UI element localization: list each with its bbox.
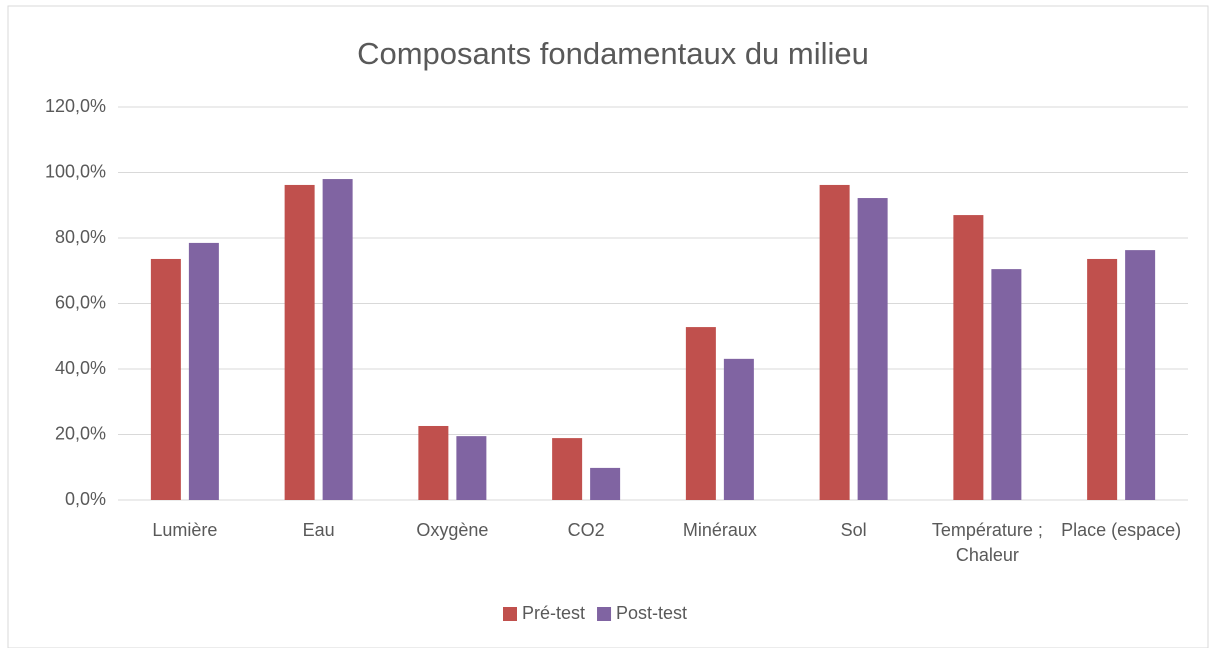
bar — [1087, 258, 1118, 500]
y-tick-label: 120,0% — [45, 96, 106, 116]
x-tick-label: Minéraux — [682, 520, 757, 540]
bar — [188, 242, 219, 500]
y-tick-label: 100,0% — [45, 161, 106, 181]
x-tick-label: Température ; Chaleur — [931, 520, 1043, 565]
bar — [284, 184, 315, 500]
y-tick-label: 80,0% — [55, 227, 106, 247]
bar — [953, 215, 984, 500]
bar — [723, 358, 754, 500]
bar — [1125, 250, 1156, 500]
bar — [857, 198, 888, 501]
legend-label: Pré-test — [522, 603, 585, 623]
bar — [685, 327, 716, 500]
bar — [590, 467, 621, 500]
x-tick-label: Place (espace) — [1061, 520, 1182, 540]
chart-title: Composants fondamentaux du milieu — [357, 36, 869, 71]
bar — [991, 269, 1022, 500]
y-tick-label: 0,0% — [65, 489, 106, 509]
y-tick-label: 40,0% — [55, 358, 106, 378]
legend-label: Post-test — [616, 603, 687, 623]
x-tick-label: Lumière — [152, 520, 218, 540]
legend-swatch — [597, 607, 612, 621]
y-tick-label: 60,0% — [55, 292, 106, 312]
bar — [456, 436, 487, 500]
x-tick-label: Sol — [840, 520, 867, 540]
x-tick-label: Oxygène — [416, 520, 489, 540]
bar — [418, 425, 449, 500]
bar — [552, 438, 583, 500]
bar — [819, 184, 850, 500]
legend-swatch — [503, 607, 517, 621]
bar — [150, 258, 181, 500]
bar — [322, 179, 353, 501]
y-tick-label: 20,0% — [55, 423, 106, 443]
x-tick-label: Eau — [302, 520, 335, 540]
x-tick-label: CO2 — [567, 520, 605, 540]
